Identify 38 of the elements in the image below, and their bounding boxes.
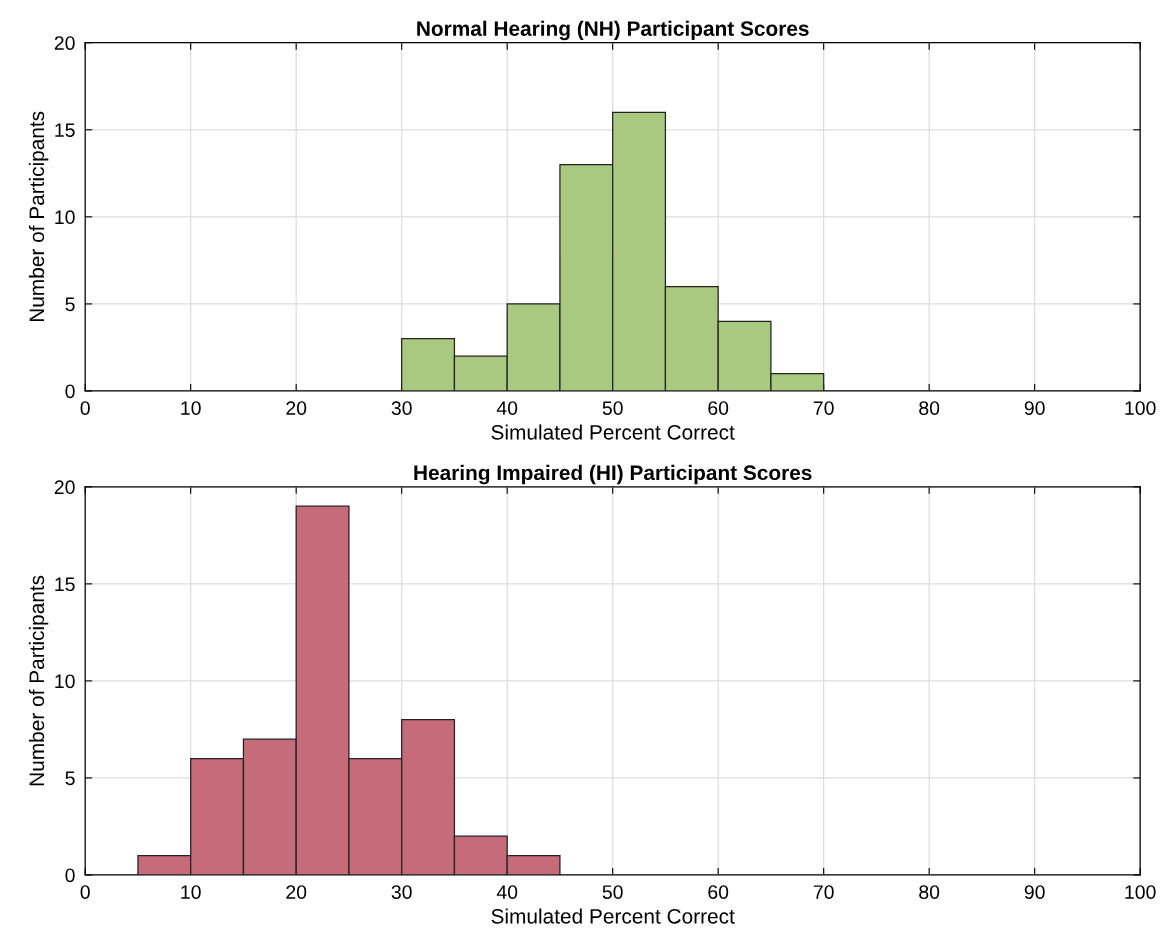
x-tick-label: 50 [602,401,623,415]
chart-title: Normal Hearing (NH) Participant Scores [417,20,809,41]
x-tick-label: 10 [181,885,201,899]
x-tick-label: 100 [1125,401,1156,415]
y-axis-title: Number of Participants [28,575,49,786]
chart-title: Hearing Impaired (HI) Participant Scores [414,464,812,485]
x-tick-label: 90 [1024,885,1045,899]
y-tick-label: 20 [54,36,75,50]
x-tick-label: 70 [813,885,834,899]
x-tick-label: 90 [1024,401,1045,415]
x-axis-title: Simulated Percent Correct [491,908,735,924]
x-tick-label: 70 [813,401,834,415]
y-tick-label: 5 [65,771,75,786]
x-axis-title: Simulated Percent Correct [491,424,735,440]
x-tick-label: 40 [496,401,518,415]
y-tick-label: 20 [54,480,75,495]
y-tick-label: 0 [65,868,75,883]
y-axis-title: Number of Participants [28,111,49,322]
x-tick-label: 50 [602,885,623,899]
y-tick-label: 0 [65,384,75,399]
y-tick-label: 15 [55,577,75,592]
x-tick-label: 10 [181,401,201,415]
y-tick-label: 5 [65,297,75,312]
x-tick-label: 60 [708,885,729,899]
x-tick-label: 40 [496,885,518,899]
x-tick-label: 30 [391,401,412,415]
x-tick-label: 30 [391,885,412,899]
x-tick-label: 20 [286,401,307,415]
x-tick-label: 80 [919,885,940,899]
x-tick-label: 0 [80,401,90,415]
x-tick-label: 60 [708,401,729,415]
x-tick-label: 0 [80,885,90,899]
y-tick-label: 15 [55,123,75,138]
x-tick-label: 80 [919,401,940,415]
y-tick-label: 10 [55,674,75,689]
y-tick-label: 10 [55,210,75,225]
x-tick-label: 100 [1125,885,1156,899]
x-tick-label: 20 [286,885,307,899]
